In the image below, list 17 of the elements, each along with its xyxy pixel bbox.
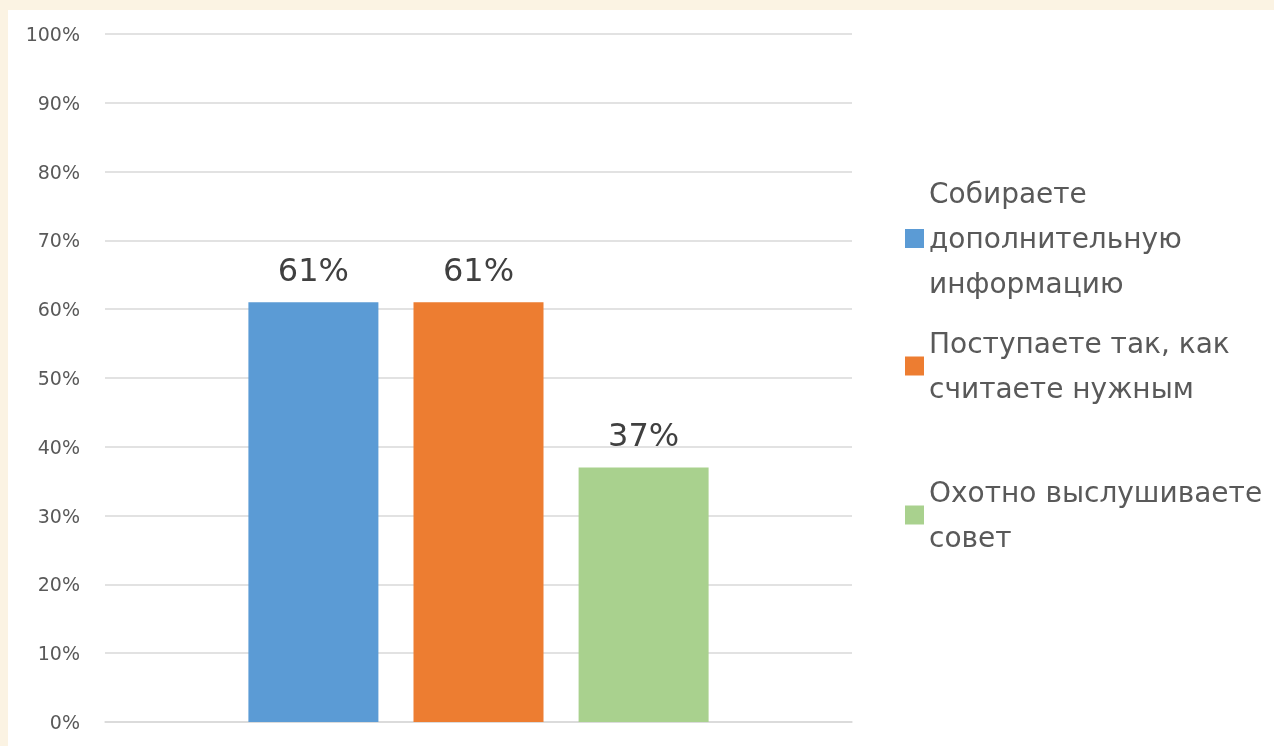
legend-label: Охотно выслушиваете совет bbox=[929, 476, 1263, 554]
y-tick-label: 30% bbox=[37, 504, 80, 527]
data-label: 61% bbox=[277, 251, 349, 290]
y-tick-label: 20% bbox=[37, 573, 80, 596]
y-tick-label: 10% bbox=[37, 642, 80, 665]
legend-label: Собираете дополнительную информацию bbox=[929, 177, 1182, 300]
y-tick-label: 80% bbox=[37, 160, 80, 183]
y-tick-label: 90% bbox=[37, 91, 80, 114]
y-tick-label: 60% bbox=[37, 298, 80, 321]
y-tick-label: 100% bbox=[25, 23, 80, 45]
data-label: 61% bbox=[442, 251, 515, 290]
legend-label: Поступаете так, как считаете нужным bbox=[929, 327, 1230, 405]
y-tick-label: 40% bbox=[37, 435, 80, 458]
y-tick-label: 70% bbox=[37, 229, 80, 252]
y-tick-label: 0% bbox=[49, 711, 80, 733]
y-tick-label: 50% bbox=[37, 367, 80, 389]
data-label: 37% bbox=[608, 416, 680, 455]
